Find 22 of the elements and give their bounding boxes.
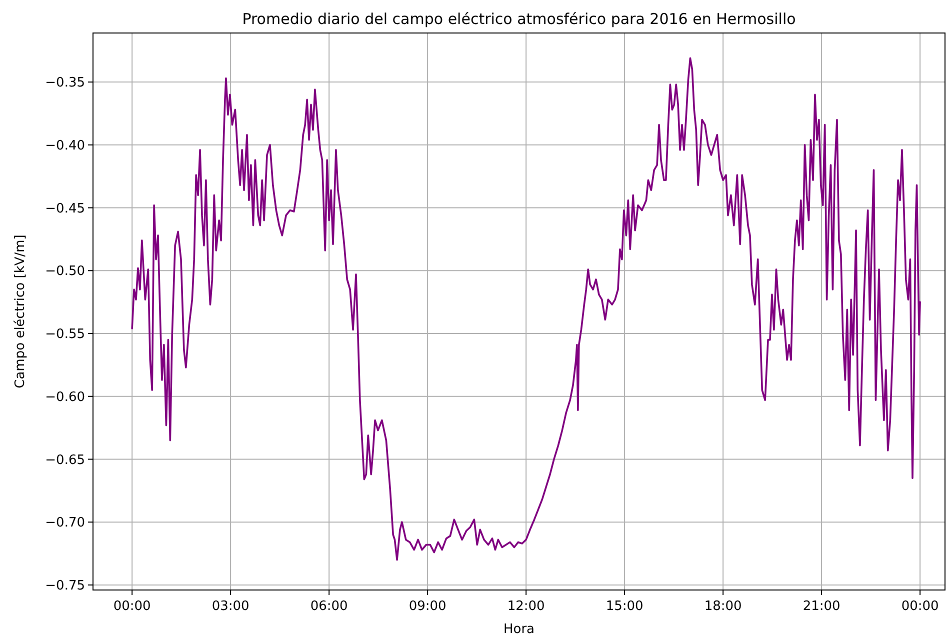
- x-tick-label: 09:00: [408, 599, 446, 614]
- x-tick-label: 15:00: [606, 599, 644, 614]
- y-tick-label: −0.35: [45, 76, 85, 91]
- x-axis-title: Hora: [503, 622, 535, 637]
- chart-title: Promedio diario del campo eléctrico atmosférico para 2016 en Hermosillo: [242, 10, 796, 28]
- x-tick-label: 12:00: [507, 599, 545, 614]
- x-tick-label: 03:00: [212, 599, 250, 614]
- line-series: [131, 57, 921, 561]
- y-tick-label: −0.45: [45, 201, 85, 216]
- x-tick-label: 21:00: [802, 599, 840, 614]
- y-axis-title: Campo eléctrico [kV/m]: [13, 234, 28, 388]
- x-tick-label: 18:00: [704, 599, 742, 614]
- y-tick-label: −0.50: [45, 264, 85, 280]
- y-tick-label: −0.40: [45, 138, 85, 154]
- x-tick-label: 00:00: [901, 599, 939, 614]
- y-tick-label: −0.65: [45, 452, 85, 468]
- y-tick-label: −0.55: [45, 327, 85, 342]
- x-tick-label: 00:00: [113, 599, 151, 614]
- y-tick-label: −0.70: [45, 516, 85, 531]
- x-tick-label: 06:00: [310, 599, 348, 614]
- y-tick-label: −0.75: [45, 578, 85, 594]
- y-tick-label: −0.60: [45, 390, 85, 405]
